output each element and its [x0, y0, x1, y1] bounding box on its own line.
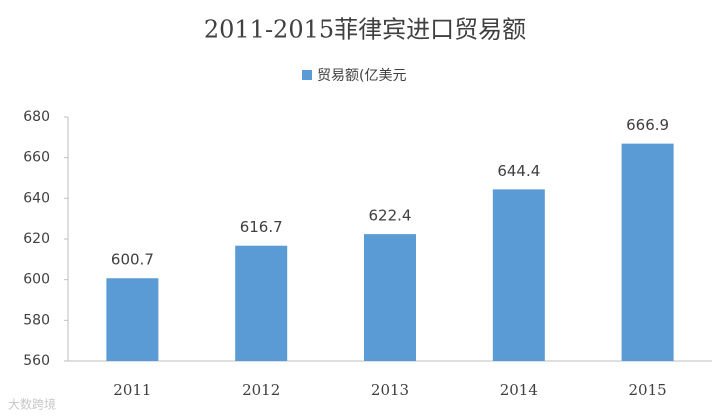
data-label: 666.9 — [626, 116, 669, 134]
bar — [106, 278, 159, 361]
data-label: 600.7 — [111, 251, 154, 269]
data-label: 622.4 — [369, 207, 412, 225]
y-tick-label: 560 — [23, 353, 50, 369]
x-tick-label: 2012 — [242, 381, 280, 399]
y-tick-label: 580 — [23, 312, 50, 328]
bar — [364, 234, 416, 361]
y-tick-label: 600 — [23, 272, 50, 288]
watermark: 大数跨境 — [8, 397, 56, 412]
chart-title: 2011-2015菲律宾进口贸易额 — [204, 16, 526, 44]
x-tick-label: 2013 — [371, 381, 409, 399]
bar — [235, 245, 288, 361]
y-tick-label: 620 — [23, 231, 50, 247]
x-tick-label: 2015 — [629, 381, 667, 399]
data-label: 644.4 — [497, 162, 540, 180]
legend-swatch — [302, 70, 312, 80]
x-tick-label: 2011 — [113, 381, 151, 399]
legend-label: 贸易额(亿美元 — [317, 68, 406, 84]
y-tick-label: 680 — [23, 109, 50, 125]
data-label: 616.7 — [240, 218, 283, 236]
y-tick-label: 660 — [23, 150, 50, 166]
bar — [492, 189, 545, 361]
x-tick-label: 2014 — [500, 381, 538, 399]
y-tick-label: 640 — [23, 190, 50, 206]
bar — [621, 143, 674, 361]
